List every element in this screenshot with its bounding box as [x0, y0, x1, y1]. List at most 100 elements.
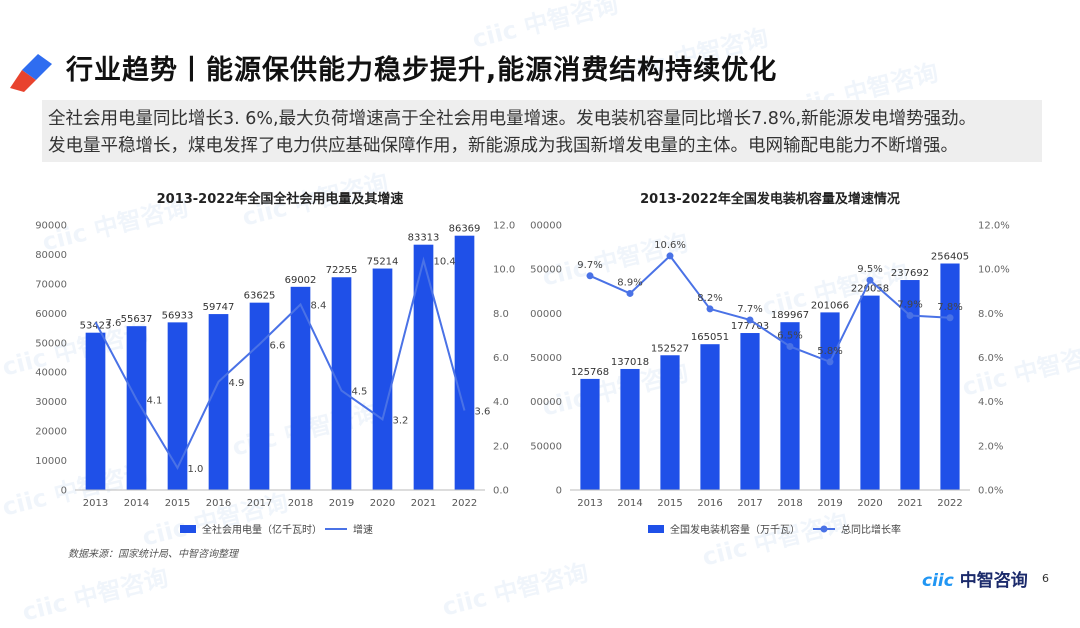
bar-data-label: 237692: [891, 268, 929, 279]
chart-title: 2013-2022年全国全社会用电量及其增速: [157, 191, 404, 207]
line-point: [906, 312, 914, 320]
bar: [85, 332, 106, 490]
brand-latin: ciic: [922, 571, 954, 591]
y-right-tick-label: 2.0: [493, 441, 509, 452]
x-tick-label: 2013: [83, 498, 108, 509]
y-left-tick-label: 300000: [530, 221, 562, 232]
line-data-label: 8.4: [311, 301, 327, 312]
bar-data-label: 72255: [326, 265, 358, 276]
bar-data-label: 53423: [80, 321, 112, 332]
line-data-label: 4.9: [229, 378, 245, 389]
x-tick-label: 2017: [247, 498, 272, 509]
line-series-growth: [94, 256, 466, 471]
line-data-label: 3.2: [393, 415, 409, 426]
summary-line-2: 发电量平稳增长，煤电发挥了电力供应基础保障作用，新能源成为我国新增发电量的主体。…: [48, 136, 958, 156]
y-right-tick-label: 6.0%: [978, 353, 1003, 364]
bar: [660, 355, 680, 490]
line-data-label: 8.2%: [697, 293, 722, 304]
y-left-tick-label: 10000: [35, 456, 67, 467]
bar-data-label: 63625: [244, 291, 276, 302]
x-tick-label: 2016: [206, 498, 231, 509]
x-tick-label: 2016: [697, 498, 722, 509]
y-left-tick-label: 50000: [530, 441, 562, 452]
legend-bar-label: 全社会用电量（亿千瓦时）: [202, 523, 322, 536]
bar: [126, 326, 147, 490]
line-series-growth-rate: [589, 254, 951, 364]
line-point: [586, 272, 594, 280]
y-left-tick-label: 50000: [35, 338, 67, 349]
bar-data-label: 75214: [367, 257, 399, 268]
y-left-tick-label: 100000: [530, 397, 562, 408]
brand-logo: ciic 中智咨询: [922, 566, 1028, 591]
bar: [290, 286, 311, 490]
line-point: [866, 276, 874, 284]
line-data-label: 4.5: [352, 387, 368, 398]
bar-data-label: 177703: [731, 321, 769, 332]
summary-box: 全社会用电量同比增长3. 6%,最大负荷增速高于全社会用电量增速。发电装机容量同…: [42, 100, 1042, 162]
line-data-label: 6.6: [270, 340, 286, 351]
brand-cn: 中智咨询: [959, 571, 1028, 591]
bar-data-label: 69002: [285, 275, 317, 286]
y-left-tick-label: 20000: [35, 427, 67, 438]
line-point: [826, 358, 834, 366]
bar-data-label: 165051: [691, 332, 729, 343]
x-tick-label: 2020: [370, 498, 395, 509]
x-tick-label: 2013: [577, 498, 602, 509]
y-right-tick-label: 4.0%: [978, 397, 1003, 408]
line-point: [946, 314, 954, 322]
y-right-tick-label: 10.0%: [978, 265, 1010, 276]
y-left-tick-label: 30000: [35, 397, 67, 408]
x-tick-label: 2018: [288, 498, 313, 509]
bar: [331, 277, 352, 490]
line-data-label: 9.7%: [577, 260, 602, 271]
line-data-label: 7.6: [106, 318, 122, 329]
y-right-tick-label: 6.0: [493, 353, 509, 364]
y-right-tick-label: 10.0: [493, 265, 515, 276]
line-data-label: 10.6%: [654, 240, 686, 251]
bar: [167, 322, 188, 490]
y-left-tick-label: 250000: [530, 265, 562, 276]
line-data-label: 8.9%: [617, 277, 642, 288]
y-right-tick-label: 12.0: [493, 221, 515, 232]
y-left-tick-label: 90000: [35, 221, 67, 232]
y-left-tick-label: 0: [61, 486, 67, 497]
x-tick-label: 2015: [165, 498, 190, 509]
installed-capacity-chart: 2013-2022年全国发电装机容量及增速情况 0 50000 100000 15000…: [530, 191, 1010, 536]
line-data-label: 3.6: [475, 407, 491, 418]
bar-data-label: 152527: [651, 343, 689, 354]
line-data-label: 10.4: [434, 256, 456, 267]
line-point: [666, 252, 674, 260]
line-point: [746, 316, 754, 324]
legend-bar-swatch: [648, 525, 664, 533]
x-tick-label: 2022: [452, 498, 477, 509]
bar-data-label: 201066: [811, 300, 849, 311]
legend-line-label: 增速: [353, 523, 373, 536]
y-left-tick-label: 80000: [35, 250, 67, 261]
x-tick-label: 2014: [617, 498, 642, 509]
y-right-tick-label: 0.0: [493, 486, 509, 497]
line-point: [706, 305, 714, 313]
line-data-label: 7.7%: [737, 304, 762, 315]
bar: [372, 268, 393, 490]
y-left-tick-label: 200000: [530, 309, 562, 320]
bar: [900, 280, 920, 490]
x-tick-label: 2020: [857, 498, 882, 509]
y-left-tick-label: 60000: [35, 309, 67, 320]
y-left-tick-label: 150000: [530, 353, 562, 364]
x-tick-label: 2019: [817, 498, 842, 509]
bar: [740, 333, 760, 490]
y-right-tick-label: 4.0: [493, 397, 509, 408]
watermark: ciic 中智咨询: [19, 563, 172, 627]
bar-data-label: 125768: [571, 367, 609, 378]
bar-data-label: 220058: [851, 284, 889, 295]
y-left-tick-label: 0: [556, 486, 562, 497]
data-source-note: 数据来源：国家统计局、中智咨询整理: [68, 549, 238, 560]
watermark: ciic 中智咨询: [439, 558, 592, 622]
line-data-label: 7.9%: [897, 300, 922, 311]
bar: [820, 312, 840, 490]
bar: [780, 322, 800, 490]
bar-data-label: 55637: [121, 314, 153, 325]
legend-bar-label: 全国发电装机容量（万千瓦）: [670, 523, 800, 536]
x-tick-label: 2022: [937, 498, 962, 509]
y-right-tick-label: 8.0: [493, 309, 509, 320]
